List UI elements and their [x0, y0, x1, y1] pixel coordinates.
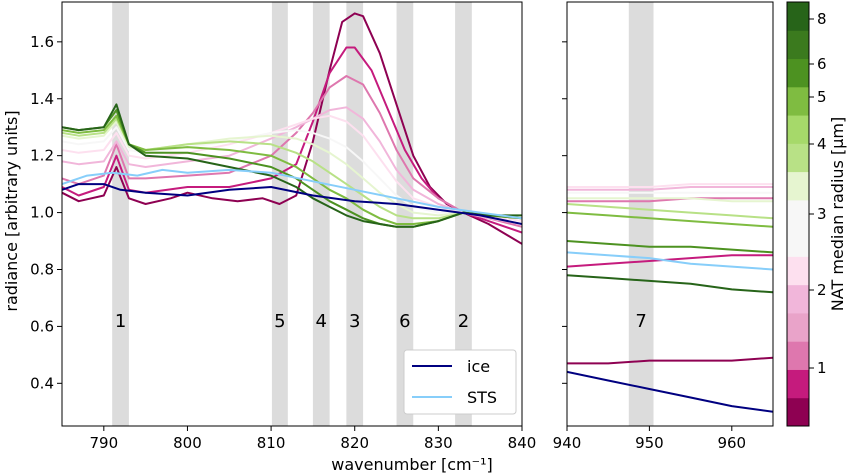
series-line-ice-right — [567, 370, 773, 413]
colorbar: 1 2 3 4 5 6 8 — [786, 1, 827, 427]
left-panel: 1 5 4 3 6 2 790 800 810 820 830 840 0.4 0.6 0.8 1.0 1.2 1… — [30, 1, 537, 452]
colorbar-swatch — [787, 312, 809, 342]
x-axis-label: wavenumber [cm⁻¹] — [331, 455, 492, 474]
colorbar-swatch — [787, 86, 809, 116]
colorbar-swatch — [787, 171, 809, 201]
colorbar-swatch — [787, 256, 809, 286]
series-group-right — [567, 183, 773, 413]
series-line-nat-fde0ef-right — [567, 183, 773, 188]
colorbar-swatch — [787, 58, 809, 88]
colorbar-swatch — [787, 397, 809, 427]
colorbar-swatch — [787, 284, 809, 314]
series-line-nat-f1b6da-right — [567, 186, 773, 191]
colorbar-tick-label: 1 — [817, 359, 827, 377]
colorbar-tick-label: 8 — [817, 10, 827, 28]
colorbar-tick-label: 4 — [817, 135, 827, 153]
series-line-nat-7fbc41-right — [567, 211, 773, 228]
shaded-band-6 — [396, 2, 414, 426]
series-line-ice-left — [62, 183, 522, 225]
x-tick-label-left: 810 — [257, 434, 286, 452]
series-line-nat-b8e186-right — [567, 203, 773, 220]
y-tick-label: 1.0 — [30, 204, 54, 222]
shaded-band-1 — [112, 2, 129, 426]
series-line-nat-8e0152-left — [62, 12, 522, 245]
x-tick-label-right: 960 — [717, 434, 746, 452]
legend: ice STS — [403, 349, 517, 415]
shaded-band-5 — [271, 2, 288, 426]
plot-frame-right — [566, 1, 774, 427]
series-line-nat-de77ae-right — [567, 197, 773, 203]
x-tick-label-left: 790 — [89, 434, 118, 452]
y-tick-label: 1.2 — [30, 147, 54, 165]
series-line-nat-f7f7f7-left — [62, 126, 522, 220]
colorbar-tick-label: 6 — [817, 55, 827, 73]
y-tick-label: 0.6 — [30, 317, 54, 335]
series-line-nat-8e0152-right — [567, 356, 773, 365]
x-tick-label-left: 840 — [508, 434, 537, 452]
colorbar-swatch — [787, 369, 809, 399]
series-line-nat-de77ae-left — [62, 75, 522, 228]
series-group-left — [62, 12, 522, 245]
series-line-nat-e6f5d0-right — [567, 197, 773, 203]
colorbar-swatch — [787, 2, 809, 31]
colorbar-swatch — [787, 143, 809, 173]
y-tick-label: 1.6 — [30, 33, 54, 51]
colorbar-tick-label: 2 — [817, 281, 827, 299]
colorbar-swatch — [787, 115, 809, 144]
series-line-nat-fde0ef-left — [62, 114, 522, 223]
band-label-3: 3 — [349, 311, 360, 332]
legend-label-ice: ice — [467, 357, 490, 376]
series-line-nat-c51b7d-left — [62, 46, 522, 234]
band-label-1: 1 — [115, 311, 126, 332]
y-tick-label: 0.8 — [30, 260, 54, 278]
series-line-nat-276419-right — [567, 274, 773, 294]
series-line-nat-c51b7d-right — [567, 254, 773, 268]
band-label-6: 6 — [399, 311, 410, 332]
colorbar-swatch — [787, 30, 809, 60]
y-tick-label: 0.4 — [30, 374, 54, 392]
band-label-2: 2 — [458, 311, 469, 332]
colorbar-swatch — [787, 199, 809, 229]
plot-frame-left — [61, 1, 523, 427]
series-line-nat-4d9221-right — [567, 240, 773, 254]
band-label-7: 7 — [635, 311, 646, 332]
right-panel: 7 940 950 960 — [553, 1, 774, 452]
legend-box — [403, 349, 517, 415]
y-axis-label: radiance [arbitrary units] — [2, 110, 21, 311]
x-tick-label-left: 800 — [173, 434, 202, 452]
y-tick-label: 1.4 — [30, 90, 54, 108]
colorbar-tick-label: 5 — [817, 88, 827, 106]
series-line-nat-276419-left — [62, 103, 522, 228]
colorbar-swatch — [787, 228, 809, 257]
series-line-sts-left — [62, 168, 522, 220]
series-line-sts-right — [567, 251, 773, 271]
colorbar-tick-label: 3 — [817, 205, 827, 223]
x-tick-label-left: 820 — [340, 434, 369, 452]
x-tick-label-right: 950 — [635, 434, 664, 452]
series-line-nat-b8e186-left — [62, 117, 522, 220]
colorbar-label: NAT median radius [μm] — [828, 117, 847, 311]
band-label-5: 5 — [274, 311, 285, 332]
shaded-band-7 — [628, 2, 654, 426]
colorbar-swatch — [787, 341, 809, 370]
legend-label-sts: STS — [467, 388, 497, 407]
band-label-4: 4 — [316, 311, 327, 332]
shaded-band-4 — [312, 2, 330, 426]
x-tick-label-right: 940 — [553, 434, 582, 452]
x-tick-label-left: 830 — [424, 434, 453, 452]
series-line-nat-e6f5d0-left — [62, 120, 522, 220]
